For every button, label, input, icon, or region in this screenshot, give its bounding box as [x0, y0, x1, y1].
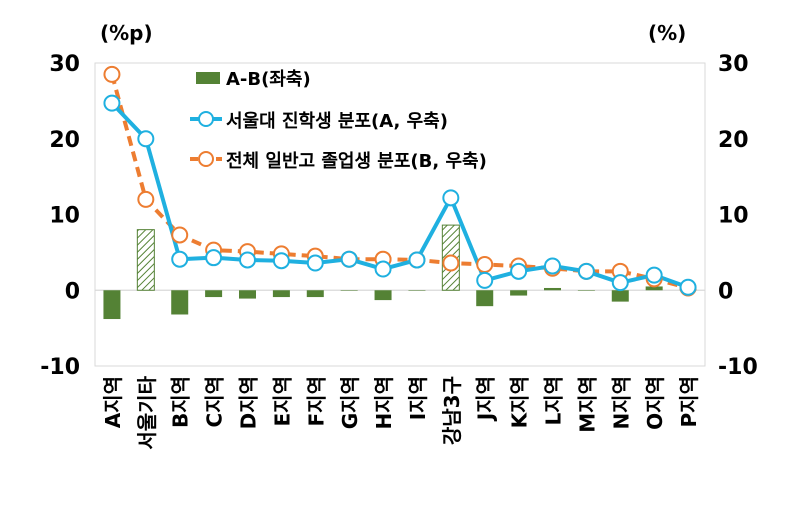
- x-tick-label: 서울기타: [135, 375, 159, 449]
- point-a: [137, 130, 155, 148]
- x-tick-label: M지역: [575, 376, 599, 433]
- left-tick-label: 0: [65, 279, 80, 304]
- x-tick-label: C지역: [203, 376, 227, 427]
- bar: [239, 290, 256, 299]
- point-a: [272, 252, 290, 270]
- point-b: [171, 226, 189, 244]
- left-tick-label: 30: [49, 52, 80, 77]
- legend: A-B(좌축) 서울대 진학생 분포(A, 우축) 전체 일반고 졸업생 분포(…: [190, 69, 487, 172]
- point-a: [544, 257, 561, 275]
- legend-label-a: 서울대 진학생 분포(A, 우축): [226, 110, 448, 132]
- left-axis-ticks: 30 20 10 0 -10: [40, 52, 80, 380]
- point-a: [476, 271, 494, 289]
- right-tick-label: 30: [718, 52, 749, 77]
- right-tick-label: 0: [718, 279, 733, 304]
- x-tick-label: K지역: [508, 376, 532, 428]
- x-tick-label: 강남3구: [440, 376, 464, 445]
- legend-marker-a: [198, 111, 214, 127]
- point-a: [205, 249, 223, 267]
- bar: [476, 290, 494, 307]
- bar: [611, 290, 629, 302]
- point-a: [577, 262, 595, 280]
- line-series: [103, 65, 697, 297]
- bar: [408, 290, 426, 291]
- x-tick-label: P지역: [677, 376, 701, 427]
- x-tick-label: H지역: [372, 376, 396, 430]
- bar: [340, 290, 358, 291]
- x-tick-label: F지역: [304, 376, 328, 426]
- point-a: [306, 254, 324, 272]
- legend-label-bar: A-B(좌축): [226, 69, 311, 90]
- right-unit-label: (%): [648, 21, 686, 45]
- x-tick-label: L지역: [542, 376, 566, 426]
- x-tick-label: E지역: [270, 376, 294, 426]
- point-b: [476, 255, 494, 273]
- bar: [103, 290, 121, 320]
- point-a: [611, 274, 629, 292]
- bar: [544, 287, 561, 291]
- left-tick-label: -10: [40, 355, 80, 380]
- bar: [374, 290, 392, 301]
- left-unit-label: (%p): [100, 21, 153, 45]
- bar: [645, 286, 663, 291]
- point-a: [510, 262, 528, 280]
- left-tick-label: 10: [49, 204, 80, 229]
- x-tick-label: A지역: [101, 376, 125, 428]
- right-tick-label: 20: [718, 128, 749, 153]
- left-tick-label: 20: [49, 128, 80, 153]
- bar: [205, 290, 223, 298]
- point-a: [340, 250, 358, 268]
- bar: [171, 290, 189, 315]
- point-a: [103, 94, 121, 112]
- point-b: [137, 190, 155, 208]
- bar: [272, 290, 290, 298]
- point-a: [645, 266, 663, 284]
- x-tick-label: G지역: [338, 376, 362, 429]
- line-series-b: [110, 73, 689, 290]
- legend-marker-b: [198, 151, 214, 167]
- x-tick-label: I지역: [406, 376, 430, 420]
- x-tick-label: D지역: [237, 376, 261, 429]
- x-tick-label: N지역: [609, 376, 633, 430]
- point-a: [239, 251, 256, 269]
- point-a: [374, 260, 392, 278]
- point-a: [408, 251, 426, 269]
- bar: [510, 290, 528, 296]
- point-b: [442, 254, 460, 272]
- point-b: [103, 65, 121, 83]
- x-axis-labels: A지역 서울기타 B지역 C지역 D지역 E지역 F지역 G지역 H지역 I지역 강남3구 J지역 K지…: [101, 375, 701, 449]
- legend-label-b: 전체 일반고 졸업생 분포(B, 우축): [226, 151, 487, 172]
- x-tick-label: B지역: [169, 376, 193, 428]
- point-a: [171, 250, 189, 268]
- point-a: [679, 278, 697, 296]
- x-tick-label: J지역: [474, 376, 498, 422]
- bar: [306, 290, 324, 298]
- right-tick-label: -10: [718, 355, 758, 380]
- right-axis-ticks: 30 20 10 0 -10: [718, 52, 758, 380]
- legend-swatch-bar: [196, 72, 220, 84]
- x-tick-label: O지역: [643, 376, 667, 430]
- point-a: [442, 189, 460, 207]
- bar: [577, 290, 595, 291]
- right-tick-label: 10: [718, 204, 749, 229]
- plot-area: [94, 62, 706, 367]
- bar: [136, 229, 155, 291]
